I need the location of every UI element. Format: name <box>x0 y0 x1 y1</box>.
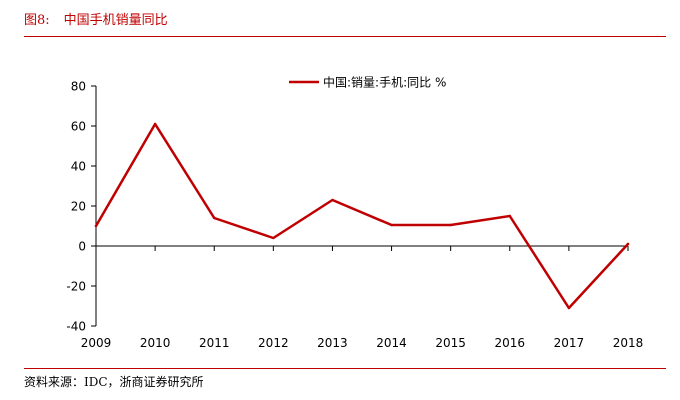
footer-divider <box>24 368 666 369</box>
x-tick-label: 2014 <box>376 336 407 350</box>
data-point <box>449 223 452 227</box>
x-tick-label: 2010 <box>140 336 171 350</box>
x-tick-label: 2011 <box>199 336 230 350</box>
y-tick-label: 0 <box>78 240 86 254</box>
x-tick-label: 2018 <box>613 336 644 350</box>
series-line <box>94 122 630 310</box>
x-axis: 2009 2010 2011 2012 2013 2014 2015 2016 2017 2018 <box>81 245 644 350</box>
x-tick-label: 2013 <box>317 336 348 350</box>
y-tick-label: 80 <box>71 80 86 94</box>
x-tick-label: 2015 <box>435 336 466 350</box>
y-tick-label: -40 <box>66 320 86 334</box>
x-tick-label: 2016 <box>495 336 526 350</box>
data-point <box>331 198 334 202</box>
data-point <box>272 236 275 240</box>
x-tick-label: 2012 <box>258 336 289 350</box>
y-tick-label: 60 <box>71 120 86 134</box>
title-divider <box>24 36 666 37</box>
data-point <box>153 122 157 126</box>
legend: 中国:销量:手机:同比 % <box>289 75 446 90</box>
series-layer <box>94 122 630 310</box>
figure-title: 图8: 中国手机销量同比 <box>24 9 168 28</box>
data-point <box>508 214 511 218</box>
source-note: 资料来源：IDC，浙商证券研究所 <box>24 375 204 389</box>
legend-label: 中国:销量:手机:同比 % <box>323 75 446 90</box>
y-tick-label: 20 <box>71 200 86 214</box>
data-point <box>213 216 216 220</box>
x-tick-label: 2017 <box>554 336 585 350</box>
data-point <box>567 306 571 310</box>
figure-number: 图8: <box>24 13 50 28</box>
data-point <box>94 224 98 228</box>
y-axis: 80 60 40 20 0 -20 -40 <box>66 80 97 334</box>
y-tick-label: 40 <box>71 160 86 174</box>
x-tick-label: 2009 <box>81 336 112 350</box>
data-point <box>390 223 393 227</box>
figure-title-text: 中国手机销量同比 <box>63 13 168 28</box>
y-tick-label: -20 <box>66 280 86 294</box>
data-point <box>626 242 630 246</box>
